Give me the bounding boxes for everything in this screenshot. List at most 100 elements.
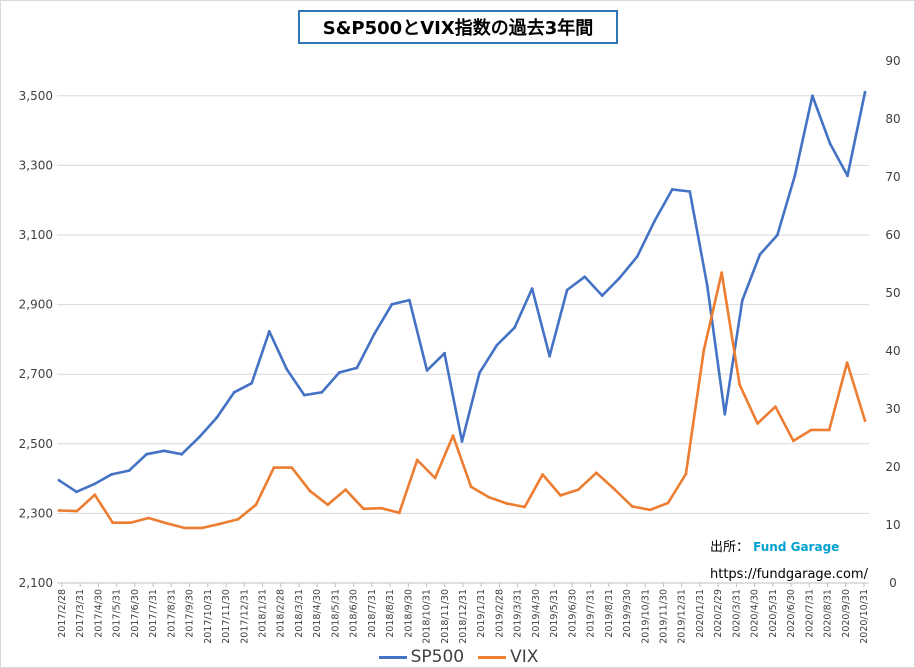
x-tick-label: 2020/4/30 (750, 589, 761, 638)
data-point-vix (523, 505, 527, 509)
data-point-sp500 (670, 188, 674, 191)
data-point-vix (57, 509, 61, 512)
data-point-vix (594, 471, 598, 475)
data-point-sp500 (443, 351, 446, 355)
data-point-sp500 (776, 233, 779, 237)
data-point-vix (272, 466, 276, 469)
data-point-vix (326, 503, 330, 507)
series-layer (57, 90, 867, 530)
data-point-sp500 (758, 253, 762, 256)
data-point-sp500 (57, 478, 61, 482)
data-point-vix (648, 508, 652, 512)
data-point-sp500 (285, 367, 289, 371)
x-tick-label: 2017/4/30 (93, 589, 104, 638)
data-point-sp500 (460, 440, 464, 443)
legend-label-sp500: SP500 (410, 647, 465, 667)
data-point-vix (792, 439, 795, 443)
data-point-sp500 (197, 435, 201, 439)
source-url: https://fundgarage.com/ (710, 567, 868, 582)
x-tick-label: 2019/7/31 (586, 589, 597, 638)
x-tick-label: 2017/11/30 (221, 589, 232, 644)
legend-item-sp500: SP500 (378, 647, 465, 667)
data-point-vix (738, 383, 741, 386)
x-tick-label: 2018/8/31 (385, 589, 396, 638)
legend-item-vix: VIX (478, 647, 538, 667)
x-tick-label: 2020/5/31 (768, 589, 779, 638)
x-tick-label: 2017/10/31 (203, 589, 214, 644)
data-point-sp500 (478, 371, 481, 375)
x-axis: 2017/2/28 2017/3/31 2017/4/30 2017/5/31 2017… (57, 582, 870, 644)
data-point-vix (290, 466, 294, 469)
data-point-sp500 (180, 452, 184, 456)
x-tick-label: 2018/7/31 (367, 589, 378, 638)
series-line-sp500 (58, 92, 867, 494)
data-point-vix (93, 493, 97, 497)
data-point-sp500 (232, 390, 236, 394)
y-right-tick-label: 0 (889, 576, 897, 590)
y-left-tick-label: 2,900 (19, 298, 53, 312)
data-point-vix (165, 521, 168, 525)
data-point-sp500 (215, 416, 219, 420)
x-tick-label: 2019/3/31 (513, 589, 524, 638)
data-point-sp500 (740, 299, 744, 302)
x-tick-label: 2019/5/31 (549, 589, 560, 638)
data-point-vix (827, 428, 831, 432)
source-label: 出所： (710, 540, 750, 555)
data-point-vix (577, 488, 580, 491)
x-tick-label: 2019/6/30 (567, 589, 578, 638)
x-tick-label: 2018/3/31 (294, 589, 305, 638)
data-point-vix (809, 428, 813, 432)
data-point-vix (720, 271, 724, 275)
x-tick-label: 2018/11/30 (440, 589, 451, 644)
data-point-vix (845, 361, 849, 364)
x-tick-label: 2020/3/31 (731, 589, 742, 638)
x-tick-label: 2017/6/30 (130, 589, 141, 638)
y-left-tick-label: 3,100 (19, 228, 53, 242)
data-point-sp500 (565, 288, 569, 292)
x-tick-label: 2019/9/30 (622, 589, 633, 638)
y-left-tick-label: 2,500 (19, 437, 53, 451)
data-point-vix (200, 526, 204, 530)
data-point-sp500 (373, 332, 376, 336)
data-point-vix (344, 488, 347, 491)
legend-swatch-vix (478, 655, 507, 659)
x-tick-label: 2019/12/31 (677, 589, 688, 644)
data-point-sp500 (495, 343, 499, 347)
data-point-sp500 (425, 369, 429, 372)
data-point-vix (702, 349, 706, 352)
x-tick-label: 2018/4/30 (312, 589, 323, 638)
data-point-sp500 (390, 302, 394, 306)
data-point-sp500 (127, 469, 131, 472)
x-tick-label: 2017/3/31 (75, 589, 86, 638)
data-point-sp500 (793, 174, 797, 177)
x-tick-label: 2019/1/31 (476, 589, 487, 638)
data-point-sp500 (618, 276, 622, 280)
data-point-vix (75, 509, 79, 513)
data-point-vix (380, 506, 383, 510)
x-tick-label: 2019/8/31 (604, 589, 615, 638)
x-tick-label: 2017/8/31 (166, 589, 177, 638)
data-point-vix (469, 485, 473, 489)
data-point-vix (863, 419, 867, 422)
data-point-sp500 (811, 94, 814, 98)
x-tick-label: 2017/2/28 (57, 589, 68, 638)
data-point-sp500 (653, 219, 657, 223)
left-axis: 2,100 2,300 2,500 2,700 2,900 3,100 3,300 3,500 (19, 89, 53, 590)
data-point-sp500 (705, 284, 709, 288)
data-point-sp500 (723, 412, 727, 416)
data-point-sp500 (75, 490, 78, 494)
data-point-sp500 (267, 330, 271, 333)
data-point-sp500 (548, 354, 551, 358)
y-left-tick-label: 2,300 (19, 506, 53, 520)
y-left-tick-label: 2,700 (19, 367, 53, 381)
y-right-tick-label: 70 (885, 170, 900, 184)
x-tick-label: 2020/7/31 (804, 589, 815, 638)
data-point-vix (147, 516, 151, 520)
data-point-vix (612, 487, 616, 491)
x-tick-label: 2020/2/29 (713, 589, 724, 638)
data-point-sp500 (302, 393, 306, 397)
data-point-sp500 (530, 287, 534, 290)
chart-title: S&P500とVIX指数の過去3年間 (322, 18, 594, 39)
